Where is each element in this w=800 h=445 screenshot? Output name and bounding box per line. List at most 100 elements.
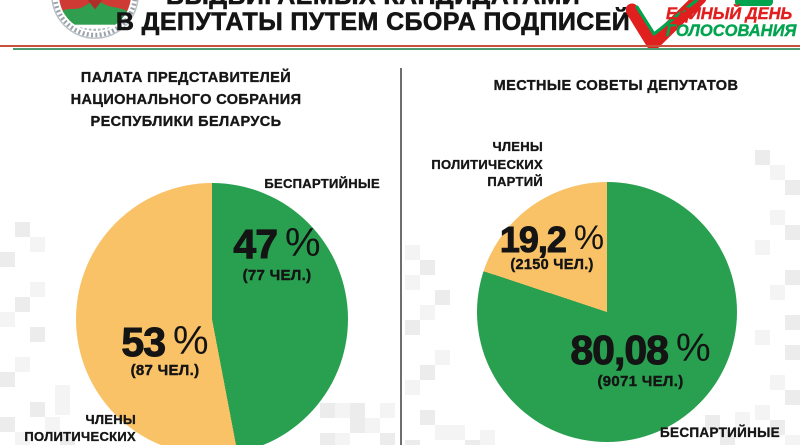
mosaic-square bbox=[15, 432, 30, 445]
percent-value: 80,08 bbox=[570, 327, 670, 374]
percent-sign: % bbox=[675, 327, 711, 370]
left-panel-title: ПАЛАТА ПРЕДСТАВИТЕЛЕЙ НАЦИОНАЛЬНОГО СОБР… bbox=[0, 67, 372, 133]
pie-chart-local-councils bbox=[477, 182, 737, 442]
mosaic-square bbox=[420, 260, 435, 275]
left-title-line: НАЦИОНАЛЬНОГО СОБРАНИЯ bbox=[70, 92, 302, 108]
mosaic-square bbox=[380, 403, 395, 418]
mosaic-square bbox=[320, 403, 335, 418]
header-rule-green bbox=[13, 48, 800, 50]
mosaic-square bbox=[405, 380, 420, 395]
mosaic-square bbox=[350, 418, 365, 433]
mosaic-square bbox=[420, 410, 435, 425]
panel-divider bbox=[400, 68, 402, 445]
mosaic-square bbox=[755, 240, 770, 255]
mosaic-square bbox=[435, 350, 450, 365]
mosaic-square bbox=[785, 180, 800, 195]
percent-sign: % bbox=[285, 221, 321, 265]
mosaic-square bbox=[30, 327, 45, 342]
mosaic-square bbox=[30, 282, 45, 297]
stat-nonparty-left: 47 % bbox=[212, 221, 342, 268]
label-line: ЧЛЕНЫ bbox=[492, 139, 543, 154]
mosaic-square bbox=[420, 305, 435, 320]
slice-label-party-left: ЧЛЕНЫ ПОЛИТИЧЕСКИХ ПАРТИЙ bbox=[0, 411, 136, 445]
mosaic-square bbox=[15, 222, 30, 237]
mosaic-square bbox=[755, 405, 770, 420]
mosaic-square bbox=[405, 320, 420, 335]
mosaic-square bbox=[735, 412, 750, 427]
mosaic-square bbox=[785, 225, 800, 240]
mosaic-square bbox=[755, 150, 770, 165]
mosaic-square bbox=[60, 432, 75, 445]
mosaic-square bbox=[435, 290, 450, 305]
mosaic-square bbox=[335, 433, 350, 445]
header-rule-red bbox=[0, 45, 800, 47]
label-line: ПОЛИТИЧЕСКИХ bbox=[431, 156, 543, 172]
main-title-line1: ВЫДВИГАЕМЫХ КАНДИДАТАМИ bbox=[0, 0, 746, 9]
percent-value: 47 bbox=[233, 221, 279, 268]
slice-label-nonparty-right: БЕСПАРТИЙНЫЕ bbox=[660, 425, 780, 440]
mosaic-square bbox=[420, 365, 435, 380]
main-title-line2: В ДЕПУТАТЫ ПУТЕМ СБОРА ПОДПИСЕЙ bbox=[115, 8, 631, 36]
mosaic-square bbox=[365, 418, 380, 433]
slice-label-party-right: ЧЛЕНЫ ПОЛИТИЧЕСКИХ ПАРТИЙ bbox=[410, 138, 543, 191]
mosaic-square bbox=[770, 420, 785, 435]
mosaic-square bbox=[785, 390, 800, 405]
mosaic-square bbox=[0, 252, 15, 267]
mosaic-square bbox=[335, 403, 350, 418]
stat-nonparty-right: 80,08 % bbox=[558, 327, 723, 374]
pie-chart-house-of-representatives bbox=[76, 183, 348, 445]
mosaic-square bbox=[755, 330, 770, 345]
mosaic-square bbox=[770, 165, 785, 180]
mosaic-square bbox=[435, 425, 450, 440]
count-party-right: (2150 ЧЕЛ.) bbox=[510, 257, 594, 273]
label-line: ПОЛИТИЧЕСКИХ bbox=[24, 429, 136, 444]
right-title-line: МЕСТНЫЕ СОВЕТЫ ДЕПУТАТОВ bbox=[493, 78, 739, 94]
single-voting-day-logo: ЕДИНЫЙ ДЕНЬ ГОЛОСОВАНИЯ bbox=[666, 5, 797, 40]
brand-green-tab bbox=[735, 0, 773, 6]
mosaic-square bbox=[770, 375, 785, 390]
mosaic-square bbox=[480, 430, 495, 445]
mosaic-square bbox=[405, 275, 420, 290]
mosaic-square bbox=[0, 417, 15, 432]
mosaic-square bbox=[30, 237, 45, 252]
voting-checkmark-icon bbox=[626, 0, 706, 48]
percent-value: 19,2 bbox=[499, 219, 567, 261]
count-nonparty-right: (9071 ЧЕЛ.) bbox=[597, 373, 684, 390]
mosaic-square bbox=[55, 400, 70, 415]
mosaic-square bbox=[785, 435, 800, 445]
mosaic-square bbox=[770, 285, 785, 300]
mosaic-square bbox=[785, 345, 800, 360]
brand-line-2: ГОЛОСОВАНИЯ bbox=[666, 22, 797, 40]
mosaic-square bbox=[380, 433, 395, 445]
slice-label-nonparty-left: БЕСПАРТИЙНЫЕ bbox=[264, 176, 380, 191]
right-panel-title: МЕСТНЫЕ СОВЕТЫ ДЕПУТАТОВ bbox=[430, 75, 800, 97]
mosaic-square bbox=[405, 245, 420, 260]
stat-party-left: 53 % bbox=[100, 319, 230, 366]
mosaic-square bbox=[785, 315, 800, 330]
mosaic-square bbox=[30, 402, 45, 417]
label-line: ЧЛЕНЫ bbox=[85, 412, 136, 427]
stat-party-right: 19,2 % bbox=[487, 219, 617, 261]
percent-sign: % bbox=[573, 219, 605, 257]
mosaic-square bbox=[0, 372, 15, 387]
mosaic-square bbox=[320, 433, 335, 445]
mosaic-square bbox=[350, 403, 365, 418]
mosaic-square bbox=[465, 440, 480, 445]
count-nonparty-left: (77 ЧЕЛ.) bbox=[242, 267, 312, 284]
brand-line-1: ЕДИНЫЙ ДЕНЬ bbox=[666, 5, 793, 23]
percent-sign: % bbox=[173, 319, 209, 363]
mosaic-square bbox=[720, 430, 735, 445]
mosaic-square bbox=[15, 297, 30, 312]
mosaic-square bbox=[405, 440, 420, 445]
mosaic-square bbox=[55, 385, 70, 400]
count-party-left: (87 ЧЕЛ.) bbox=[130, 362, 200, 379]
mosaic-square bbox=[785, 270, 800, 285]
percent-value: 53 bbox=[121, 319, 167, 366]
mosaic-square bbox=[45, 417, 60, 432]
belarus-coat-of-arms-icon bbox=[51, 0, 139, 39]
mosaic-square bbox=[450, 425, 465, 440]
label-line: ПАРТИЙ bbox=[487, 174, 543, 189]
left-title-line: РЕСПУБЛИКИ БЕЛАРУСЬ bbox=[90, 114, 282, 130]
left-title-line: ПАЛАТА ПРЕДСТАВИТЕЛЕЙ bbox=[80, 70, 292, 86]
